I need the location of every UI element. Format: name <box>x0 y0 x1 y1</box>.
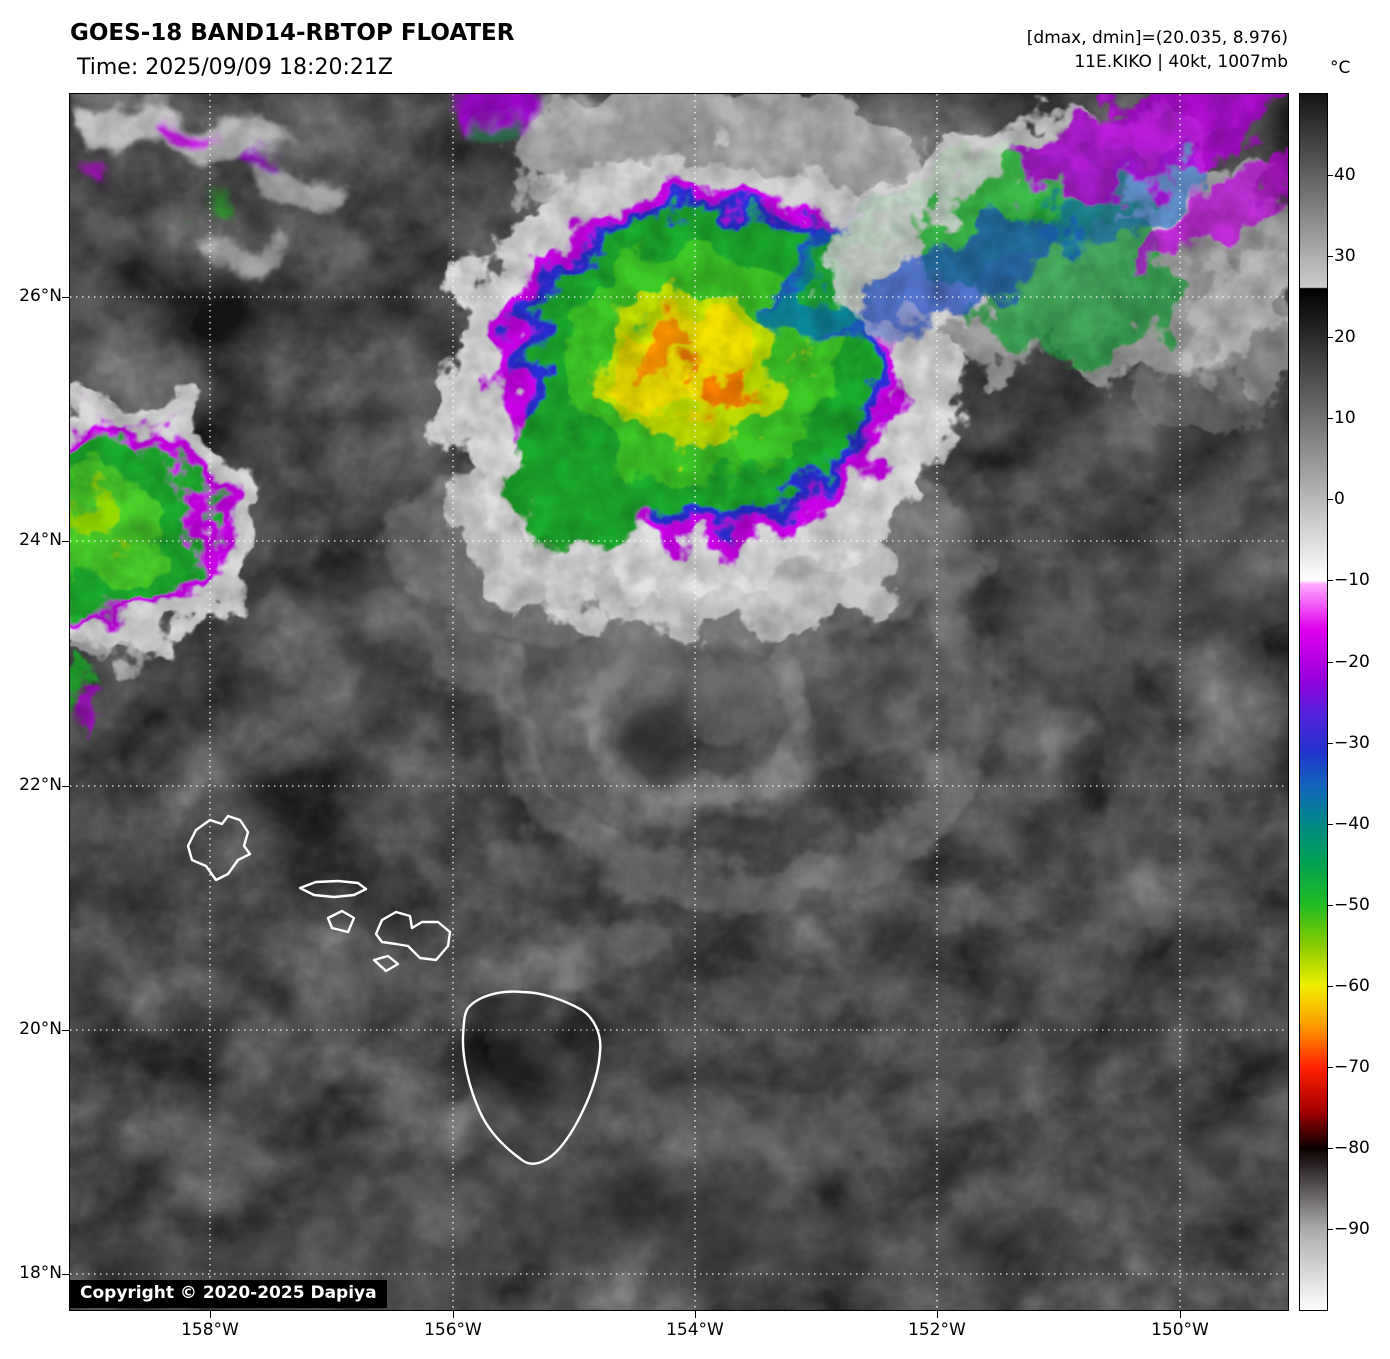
x-tick <box>1180 1311 1181 1318</box>
x-tick <box>937 1311 938 1318</box>
lon-label: 156°W <box>424 1320 482 1340</box>
gridlines <box>70 94 1288 1310</box>
lat-label: 26°N <box>19 286 62 306</box>
copyright-badge: Copyright © 2020-2025 Dapiya <box>70 1280 387 1308</box>
colorbar-tick-label: −30 <box>1327 734 1386 753</box>
colorbar-tick-label: −80 <box>1327 1139 1386 1158</box>
lon-label: 154°W <box>666 1320 724 1340</box>
island-molokai <box>298 879 368 899</box>
colorbar-tick-label: 10 <box>1327 409 1386 428</box>
colorbar-tick-label: −20 <box>1327 653 1386 672</box>
lat-label: 24°N <box>19 530 62 550</box>
colorbar-unit: °C <box>1330 58 1351 78</box>
header-readouts: [dmax, dmin]=(20.035, 8.976) 11E.KIKO | … <box>1027 26 1288 74</box>
colorbar-tick-label: −40 <box>1327 815 1386 834</box>
lat-label: 22°N <box>19 775 62 795</box>
colorbar-tick-label: 30 <box>1327 247 1386 266</box>
island-maui <box>374 910 452 962</box>
speckle-overlay <box>70 94 1288 1310</box>
lon-label: 152°W <box>908 1320 966 1340</box>
y-tick <box>62 541 69 542</box>
colorbar <box>1299 93 1328 1311</box>
y-tick <box>62 297 69 298</box>
y-tick <box>62 786 69 787</box>
lon-label: 150°W <box>1151 1320 1209 1340</box>
lon-label: 158°W <box>181 1320 239 1340</box>
colorbar-tick-label: −70 <box>1327 1058 1386 1077</box>
lat-label: 20°N <box>19 1019 62 1039</box>
colorbar-gradient <box>1300 94 1327 1310</box>
colorbar-tick-label: −50 <box>1327 896 1386 915</box>
dmax-dmin-readout: [dmax, dmin]=(20.035, 8.976) <box>1026 28 1288 48</box>
y-tick <box>62 1274 69 1275</box>
satellite-plot: Copyright © 2020-2025 Dapiya <box>69 93 1289 1311</box>
island-hawaii <box>461 990 602 1165</box>
lat-label: 18°N <box>19 1263 62 1283</box>
island-oahu <box>186 814 252 882</box>
y-tick <box>62 1030 69 1031</box>
timestamp: Time: 2025/09/09 18:20:21Z <box>77 55 393 80</box>
colorbar-tick-label: −90 <box>1327 1220 1386 1239</box>
satellite-image <box>70 94 1288 1310</box>
x-tick <box>210 1311 211 1318</box>
island-lanai <box>326 909 356 934</box>
colorbar-tick-label: −10 <box>1327 571 1386 590</box>
storm-info: 11E.KIKO | 40kt, 1007mb <box>1074 52 1288 72</box>
island-outlines <box>186 814 602 1165</box>
colorbar-tick-label: −60 <box>1327 977 1386 996</box>
island-kahoolawe <box>372 954 400 973</box>
colorbar-tick-label: 40 <box>1327 166 1386 185</box>
product-title: GOES-18 BAND14-RBTOP FLOATER <box>70 20 515 46</box>
colorbar-tick-label: 0 <box>1327 490 1386 509</box>
x-tick <box>695 1311 696 1318</box>
colorbar-tick-label: 20 <box>1327 328 1386 347</box>
x-tick <box>453 1311 454 1318</box>
